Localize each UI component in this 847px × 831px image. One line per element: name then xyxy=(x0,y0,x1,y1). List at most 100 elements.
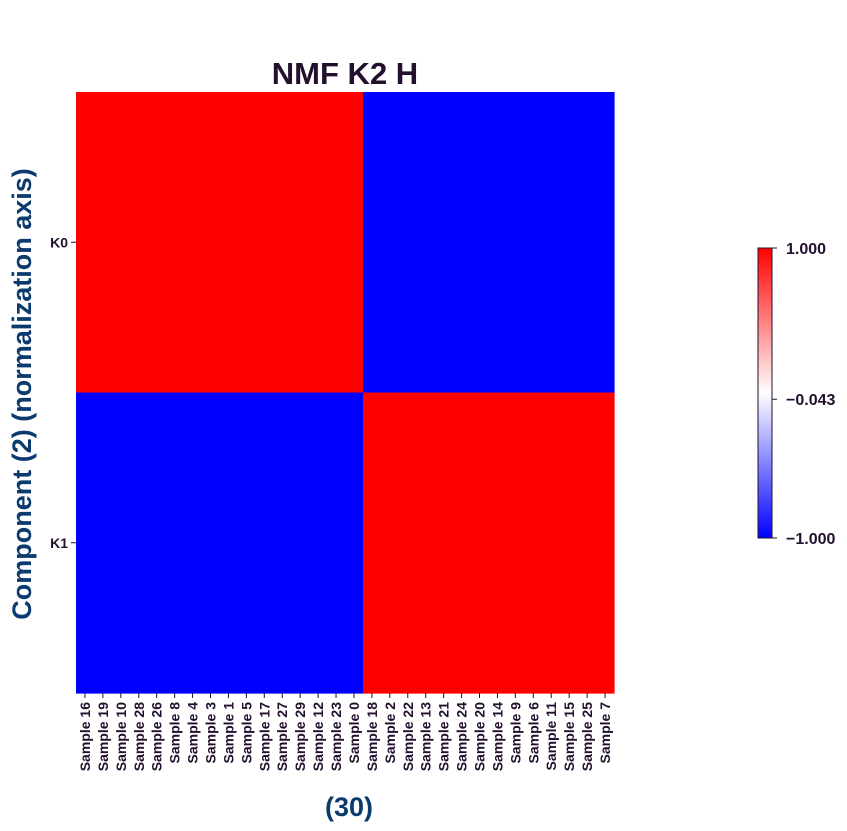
column-tick-label: Sample 23 xyxy=(328,702,344,771)
heatmap-cell xyxy=(111,92,131,394)
heatmap-cell xyxy=(129,92,149,394)
column-tick-label: Sample 16 xyxy=(77,702,93,771)
column-tick-label: Sample 26 xyxy=(149,702,165,771)
column-tick-label: Sample 12 xyxy=(310,702,326,771)
heatmap-cell xyxy=(362,92,382,394)
heatmap-cell xyxy=(129,392,149,694)
column-tick-label: Sample 27 xyxy=(274,702,290,771)
heatmap-cell xyxy=(237,392,256,694)
column-tick-label: Sample 11 xyxy=(543,702,559,771)
heatmap-cell xyxy=(237,92,256,394)
heatmap-cell xyxy=(506,92,525,394)
heatmap-cell xyxy=(111,392,131,694)
colorbar-gradient xyxy=(757,247,773,539)
heatmap-cell xyxy=(416,92,436,394)
colorbar-tick-label: −1.000 xyxy=(786,531,835,548)
heatmap-cell xyxy=(345,392,364,694)
column-tick-label: Sample 21 xyxy=(436,702,452,771)
column-tick-label: Sample 1 xyxy=(220,702,236,764)
column-tick-label: Sample 19 xyxy=(95,702,111,771)
heatmap-cell xyxy=(147,92,167,394)
heatmap-cell xyxy=(255,392,274,694)
column-tick-label: Sample 17 xyxy=(256,702,272,771)
heatmap-cell xyxy=(488,92,507,394)
heatmap-cell xyxy=(452,392,472,694)
heatmap-cell xyxy=(219,92,238,394)
heatmap-cell xyxy=(93,392,113,694)
heatmap-cells xyxy=(76,92,615,694)
heatmap-cell xyxy=(524,392,543,694)
heatmap-cell xyxy=(542,392,561,694)
column-tick-label: Sample 3 xyxy=(203,702,219,764)
column-tick-label: Sample 7 xyxy=(597,702,613,764)
column-tick-label: Sample 24 xyxy=(454,702,470,771)
heatmap-cell xyxy=(76,392,95,694)
colorbar-tick-labels: 1.000 −0.043 −1.000 xyxy=(772,241,835,548)
heatmap-cell xyxy=(273,392,292,694)
chart-title: NMF K2 H xyxy=(272,56,418,91)
column-tick-label: Sample 25 xyxy=(579,702,595,771)
heatmap-cell xyxy=(201,392,221,694)
heatmap-cell xyxy=(362,392,382,694)
heatmap-cell xyxy=(380,92,400,394)
row-tick-label: K0 xyxy=(50,234,68,250)
column-tick-label: Sample 14 xyxy=(489,702,505,771)
heatmap-cell xyxy=(452,92,472,394)
heatmap-cell xyxy=(327,392,346,694)
heatmap-cell xyxy=(291,92,310,394)
heatmap-cell xyxy=(596,392,615,694)
column-tick-label: Sample 22 xyxy=(400,702,416,771)
colorbar: 1.000 −0.043 −1.000 xyxy=(757,241,835,548)
heatmap-cell xyxy=(147,392,167,694)
heatmap-cell xyxy=(345,92,364,394)
heatmap-cell xyxy=(165,392,185,694)
heatmap-cell xyxy=(76,92,95,394)
column-tick-label: Sample 4 xyxy=(185,702,201,764)
x-axis-label: (30) xyxy=(325,792,373,822)
heatmap-cell xyxy=(470,392,490,694)
column-tick-label: Sample 6 xyxy=(525,702,541,764)
column-tick-label: Sample 8 xyxy=(167,702,183,764)
column-tick-label: Sample 2 xyxy=(382,702,398,764)
heatmap-cell xyxy=(255,92,274,394)
heatmap-cell xyxy=(219,392,238,694)
column-tick-labels: Sample 16 Sample 19 Sample 10 Sample 28 Samp… xyxy=(77,693,613,771)
heatmap-cell xyxy=(506,392,525,694)
heatmap-cell xyxy=(201,92,221,394)
heatmap-cell xyxy=(542,92,561,394)
heatmap-cell xyxy=(309,392,328,694)
column-tick-label: Sample 13 xyxy=(418,702,434,771)
heatmap-cell xyxy=(183,392,203,694)
heatmap-cell xyxy=(434,92,454,394)
column-tick-label: Sample 20 xyxy=(472,702,488,771)
heatmap-cell xyxy=(327,92,346,394)
colorbar-tick-label: 1.000 xyxy=(786,241,826,258)
heatmap-cell xyxy=(560,92,579,394)
column-tick-label: Sample 28 xyxy=(131,702,147,771)
heatmap-cell xyxy=(524,92,543,394)
row-tick-labels: K0 K1 xyxy=(50,234,76,551)
heatmap-cell xyxy=(309,92,328,394)
column-tick-label: Sample 29 xyxy=(292,702,308,771)
row-tick-label: K1 xyxy=(50,535,68,551)
colorbar-tick-label: −0.043 xyxy=(786,392,835,409)
column-tick-label: Sample 5 xyxy=(238,702,254,764)
column-tick-label: Sample 15 xyxy=(561,702,577,771)
heatmap-cell xyxy=(560,392,579,694)
column-tick-label: Sample 18 xyxy=(364,702,380,771)
column-tick-label: Sample 0 xyxy=(346,702,362,764)
heatmap-cell xyxy=(434,392,454,694)
heatmap-cell xyxy=(183,92,203,394)
heatmap-cell xyxy=(398,92,418,394)
heatmap-cell xyxy=(291,392,310,694)
y-axis-label: Component (2) (normalization axis) xyxy=(7,168,37,620)
heatmap-cell xyxy=(93,92,113,394)
heatmap-cell xyxy=(596,92,615,394)
heatmap-cell xyxy=(398,392,418,694)
heatmap-cell xyxy=(380,392,400,694)
column-tick-label: Sample 10 xyxy=(113,702,129,771)
heatmap-cell xyxy=(578,392,597,694)
heatmap-cell xyxy=(488,392,507,694)
heatmap-cell xyxy=(578,92,597,394)
